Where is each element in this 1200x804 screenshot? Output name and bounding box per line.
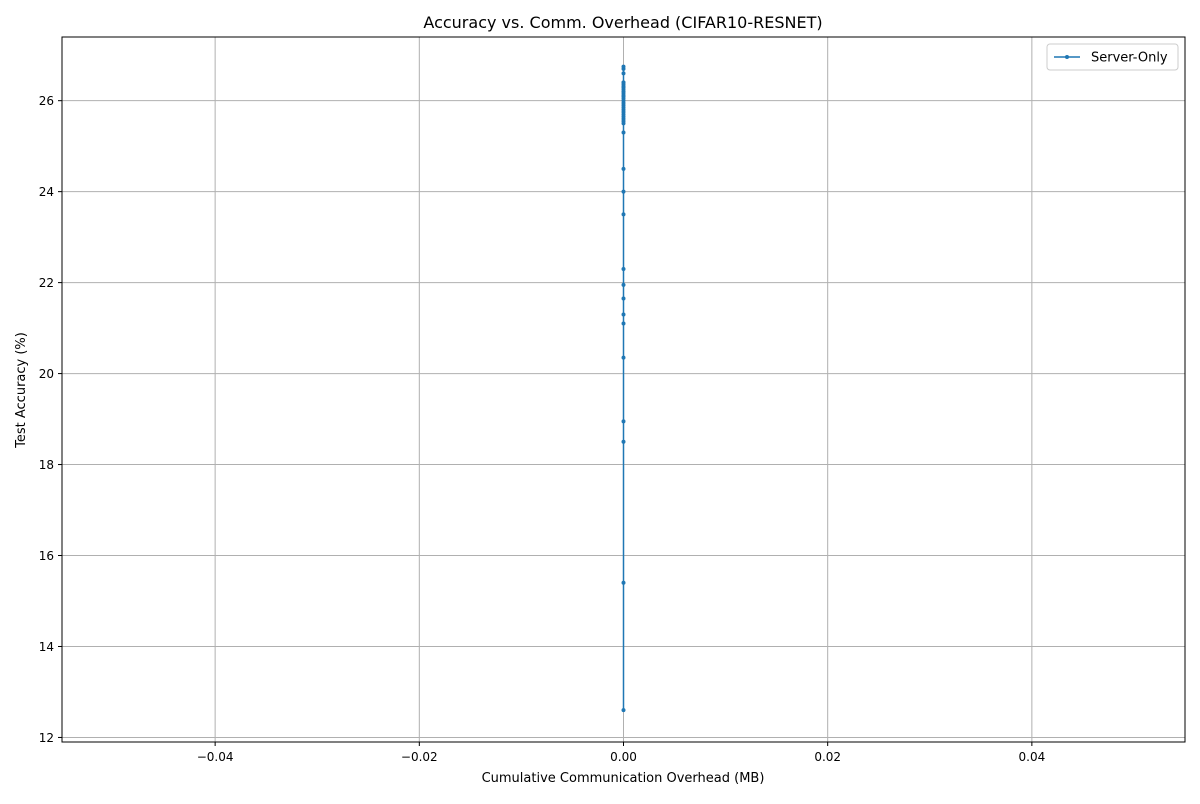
- data-point: [621, 85, 626, 90]
- y-tick-label: 18: [39, 458, 54, 472]
- data-point: [621, 355, 626, 360]
- x-tick-label: 0.04: [1019, 750, 1046, 764]
- x-tick-label: −0.04: [197, 750, 234, 764]
- data-point: [621, 312, 626, 317]
- data-point: [621, 189, 626, 194]
- data-point: [621, 212, 626, 217]
- legend: Server-Only: [1046, 43, 1179, 71]
- data-point: [621, 166, 626, 171]
- data-point: [621, 708, 626, 713]
- data-point: [621, 119, 626, 124]
- data-point: [621, 321, 626, 326]
- chart-title: Accuracy vs. Comm. Overhead (CIFAR10-RES…: [423, 13, 822, 32]
- y-tick-label: 26: [39, 94, 54, 108]
- data-point: [621, 580, 626, 585]
- data-point: [621, 64, 626, 69]
- x-tick-label: 0.00: [610, 750, 637, 764]
- x-tick-label: 0.02: [814, 750, 841, 764]
- data-point: [621, 439, 626, 444]
- series-layer: [621, 64, 626, 713]
- y-tick-label: 16: [39, 549, 54, 563]
- x-tick-label: −0.02: [401, 750, 438, 764]
- data-point: [621, 130, 626, 135]
- y-tick-label: 20: [39, 367, 54, 381]
- y-tick-label: 12: [39, 731, 54, 745]
- tick-layer: −0.04 −0.02 0.00 0.02 0.04 12 14 16 18 20 22 24 26: [39, 94, 1046, 764]
- legend-box: [1046, 43, 1179, 71]
- data-point: [621, 114, 626, 119]
- data-point: [621, 80, 626, 85]
- y-tick-label: 24: [39, 185, 54, 199]
- x-axis-label: Cumulative Communication Overhead (MB): [482, 771, 765, 786]
- data-point: [621, 110, 626, 115]
- y-axis-label: Test Accuracy (%): [14, 332, 29, 449]
- data-point: [621, 105, 626, 110]
- data-point: [621, 296, 626, 301]
- legend-marker: [1065, 55, 1069, 59]
- data-point: [621, 94, 626, 99]
- data-point: [621, 89, 626, 94]
- data-point: [621, 266, 626, 271]
- data-point: [621, 71, 626, 76]
- data-point: [621, 100, 626, 105]
- data-point: [621, 419, 626, 424]
- legend-label-server-only: Server-Only: [1091, 51, 1168, 66]
- y-tick-label: 14: [39, 640, 54, 654]
- data-point: [621, 282, 626, 287]
- y-tick-label: 22: [39, 276, 54, 290]
